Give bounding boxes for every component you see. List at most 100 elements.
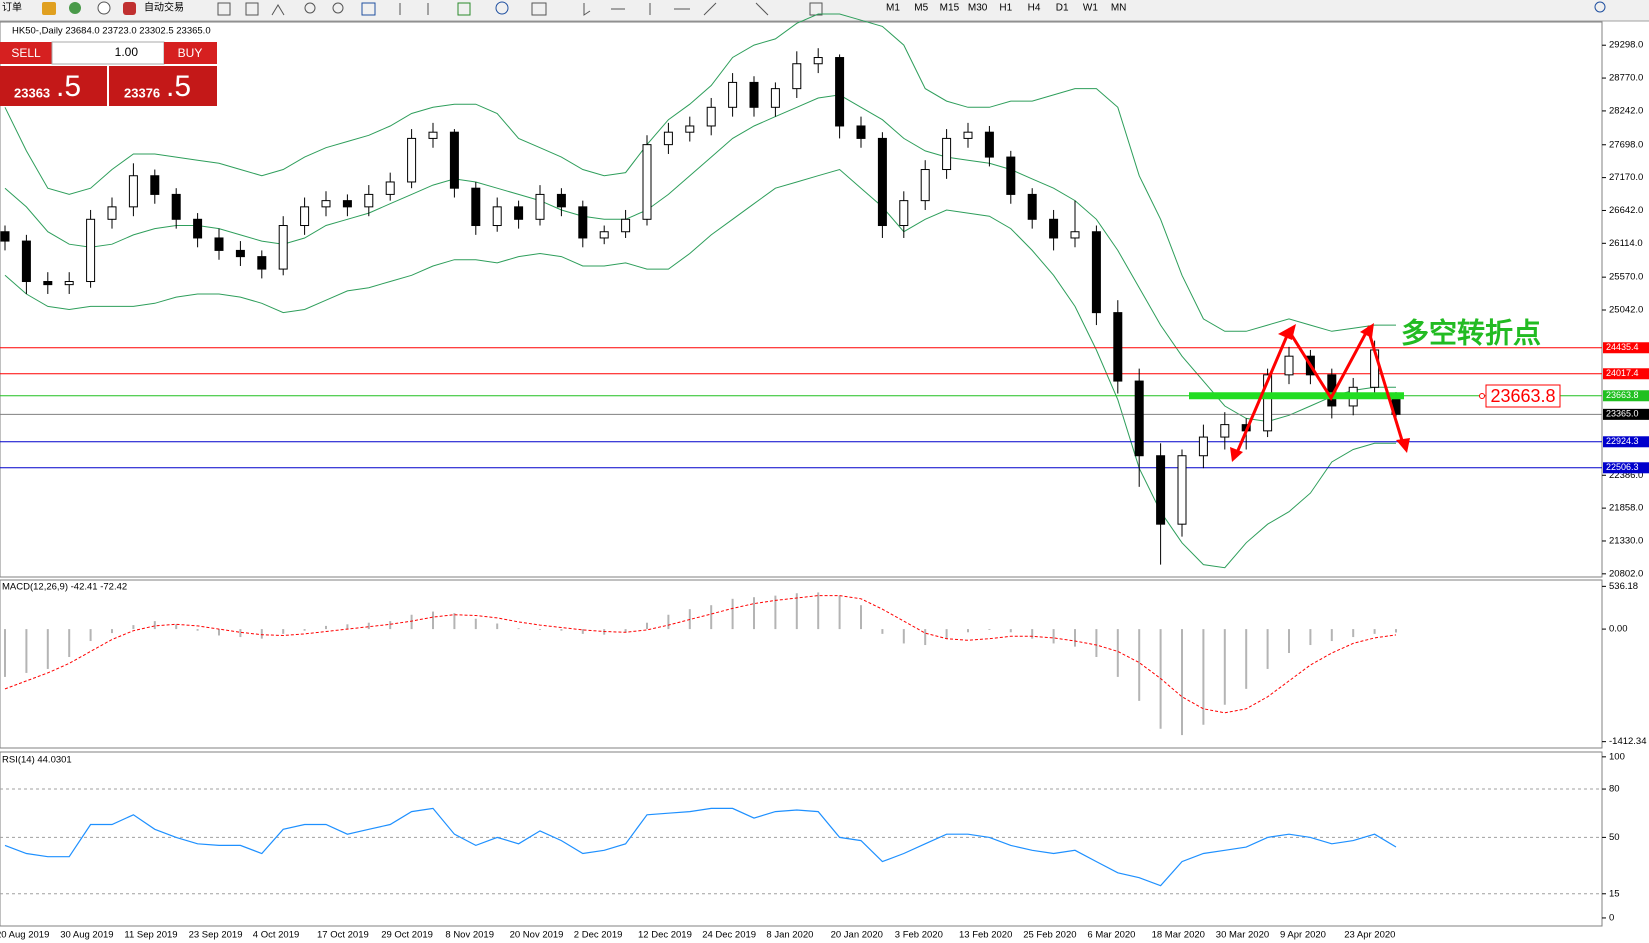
x-tick-label: 29 Oct 2019 [381, 930, 433, 941]
buy-button[interactable] [164, 42, 217, 64]
x-tick-label: 20 Jan 2020 [831, 930, 883, 941]
icon[interactable] [42, 2, 56, 15]
icon[interactable] [304, 2, 316, 14]
icon[interactable] [271, 4, 285, 16]
candle-body [899, 200, 909, 227]
candle-body [1134, 380, 1144, 457]
level-label-box [1603, 368, 1649, 380]
sell-label[interactable]: SELL [11, 46, 41, 60]
search-icon[interactable] [1594, 1, 1606, 13]
y-tick-label: 27170.0 [1609, 172, 1643, 183]
icon[interactable] [703, 2, 717, 16]
y-tick-label: 27698.0 [1609, 139, 1643, 150]
icon[interactable] [583, 3, 591, 16]
timeframe-button[interactable]: H4 [1028, 3, 1041, 14]
candle-body [663, 131, 673, 146]
auto-trading-button[interactable]: 自动交易 [144, 1, 184, 14]
timeframe-button[interactable]: H1 [999, 3, 1012, 14]
candle-body [407, 137, 417, 183]
buy-price-big[interactable]: .5 [166, 70, 191, 103]
sell-price-big[interactable]: .5 [56, 70, 81, 103]
x-tick-label: 24 Dec 2019 [702, 930, 756, 941]
level-label: 22924.3 [1606, 436, 1639, 446]
y-tick-label: 15 [1609, 888, 1620, 899]
candle-body [21, 240, 31, 283]
timeframe-button[interactable]: M30 [968, 3, 988, 14]
buy-price[interactable]: 23376 [124, 85, 160, 100]
candle-body [1091, 231, 1101, 314]
icon[interactable] [332, 2, 344, 14]
candle-body [278, 225, 288, 270]
y-tick-label: 25042.0 [1609, 305, 1643, 316]
candle-body [385, 181, 395, 195]
bollinger-upper [4, 13, 1396, 332]
level-label: 24435.4 [1606, 342, 1639, 352]
icon[interactable] [123, 2, 136, 15]
x-tick-label: 20 Aug 2019 [0, 930, 49, 941]
timeframe-button[interactable]: M1 [886, 3, 900, 14]
level-label-box [1603, 462, 1649, 474]
rsi-line [4, 807, 1397, 887]
timeframe-button[interactable]: MN [1111, 3, 1127, 14]
timeframe-button[interactable]: M5 [914, 3, 928, 14]
toolbar-icons [217, 1, 1606, 16]
y-tick-label: 0 [1609, 912, 1614, 923]
timeframe-button[interactable]: W1 [1083, 3, 1098, 14]
arrow-head [1396, 438, 1410, 453]
candle-body [535, 193, 545, 220]
x-tick-label: 17 Oct 2019 [317, 930, 369, 941]
indicator-title: MACD(12,26,9) -42.41 -72.42 [2, 582, 127, 593]
candle-body [1027, 193, 1037, 220]
candle-body [492, 206, 502, 227]
lot-input[interactable] [51, 41, 165, 65]
candle-body [1220, 424, 1230, 438]
buy-label[interactable]: BUY [178, 46, 203, 60]
timeframe-button[interactable]: D1 [1056, 3, 1069, 14]
main-panel [0, 21, 1603, 578]
sell-price[interactable]: 23363 [14, 85, 50, 100]
order-button[interactable]: 订单 [2, 2, 22, 14]
lot-value[interactable]: 1.00 [115, 45, 139, 59]
icon[interactable] [97, 1, 111, 15]
y-tick-label: -1412.34 [1609, 736, 1647, 747]
one-click-trading: SELL 1.00 BUY 23363 .5 23376 .5 [0, 41, 217, 106]
bollinger-middle [4, 94, 1396, 423]
level-label-box [1603, 390, 1649, 402]
candle-body [257, 256, 267, 270]
x-tick-label: 8 Jan 2020 [766, 930, 813, 941]
x-tick-label: 23 Sep 2019 [189, 930, 243, 941]
level-label: 22506.3 [1606, 462, 1639, 472]
icon[interactable] [457, 2, 471, 16]
y-tick-label: 26642.0 [1609, 205, 1643, 216]
timeframe-button[interactable]: M15 [940, 3, 960, 14]
candle-body [856, 125, 866, 139]
icon[interactable] [531, 2, 547, 16]
callout-anchor [1479, 393, 1485, 399]
candle-body [813, 57, 823, 65]
icon[interactable] [495, 1, 509, 15]
buy-price-box[interactable] [109, 66, 217, 106]
arrow-head [1360, 323, 1374, 338]
y-tick-label: 25570.0 [1609, 272, 1643, 283]
y-tick-label: 100 [1609, 751, 1625, 762]
trend-arrow [1234, 325, 1406, 456]
icon[interactable] [217, 2, 231, 16]
candle-body [428, 131, 438, 139]
candle-body [835, 57, 845, 127]
icon[interactable] [245, 2, 259, 16]
rsi-panel [0, 751, 1603, 927]
level-label: 24017.4 [1606, 368, 1639, 378]
arrow-head [1278, 324, 1296, 340]
icon[interactable] [755, 2, 769, 16]
candle-body [107, 206, 117, 220]
level-label: 23663.8 [1606, 390, 1639, 400]
y-tick-label: 28770.0 [1609, 73, 1643, 84]
icon[interactable] [69, 2, 81, 14]
icon[interactable] [361, 2, 376, 16]
candle-body [449, 131, 459, 189]
y-tick-label: 28242.0 [1609, 105, 1643, 116]
y-tick-label: 536.18 [1609, 581, 1638, 592]
sell-button[interactable] [0, 42, 52, 64]
sell-price-box[interactable] [0, 66, 107, 106]
candle-body [0, 231, 10, 242]
